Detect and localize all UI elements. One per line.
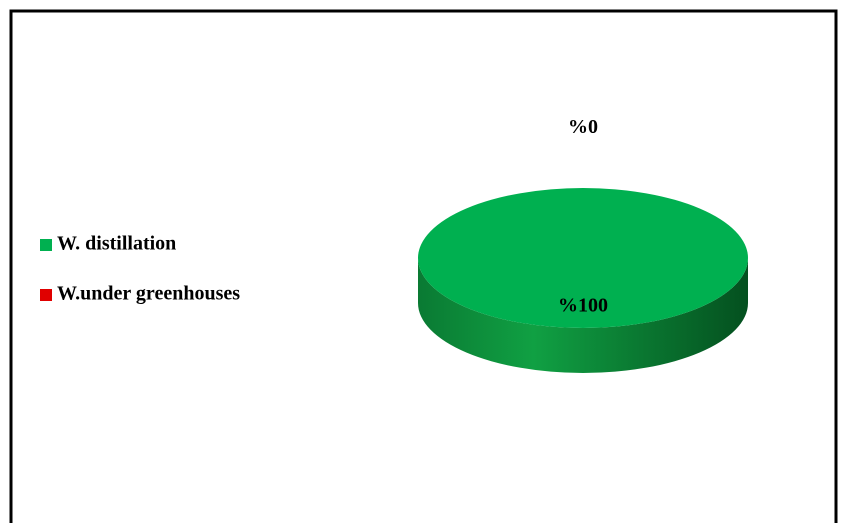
data-label: %100 — [558, 295, 608, 317]
frame — [9, 9, 838, 523]
legend-label: W. distillation — [57, 233, 176, 255]
data-label: %0 — [568, 116, 598, 138]
slice — [418, 188, 748, 328]
legend-swatch — [40, 289, 52, 301]
legend-swatch — [40, 239, 52, 251]
legend-label: W.under greenhouses — [57, 283, 240, 305]
slice-side — [418, 258, 748, 373]
